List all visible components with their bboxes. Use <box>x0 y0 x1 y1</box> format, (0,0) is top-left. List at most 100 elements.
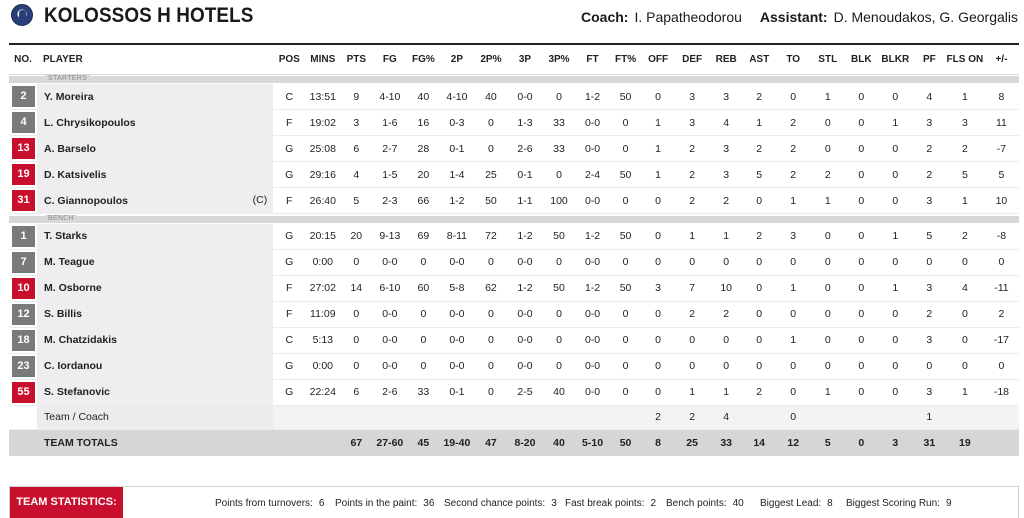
column-header[interactable]: 2P <box>439 45 475 75</box>
stat-cell: 2 <box>912 301 946 328</box>
player-row[interactable]: 10 M. Osborne F 27:02 14 6-10 60 5-8 62 1-2 50 1-2 5… <box>9 275 1019 302</box>
column-header[interactable]: FT% <box>609 45 642 75</box>
column-header[interactable]: BLKR <box>877 45 913 75</box>
column-header[interactable]: FLS ON <box>945 45 984 75</box>
stat-cell: 0-0 <box>575 327 610 354</box>
player-row[interactable]: 4 L. Chrysikopoulos F 19:02 3 1-6 16 0-3 0 1-3 33 0… <box>9 109 1019 136</box>
player-name-text[interactable]: T. Starks <box>44 230 88 242</box>
stat-cell: 27-60 <box>372 429 408 456</box>
assistant-names: D. Menoudakos, G. Georgalis <box>833 9 1018 25</box>
player-name-text[interactable]: C. Giannopoulos <box>44 194 129 207</box>
player-row[interactable]: 18 M. Chatzidakis C 5:13 0 0-0 0 0-0 0 0-0 0 0-0 0 0 0… <box>9 327 1019 354</box>
column-header[interactable]: BLK <box>844 45 878 75</box>
team-stat-item: Second chance points: 3 <box>444 498 557 509</box>
player-row[interactable]: 13 A. Barselo G 25:08 6 2-7 28 0-1 0 2-6 33 0-0 0 1 2 3… <box>9 135 1019 162</box>
column-header[interactable]: PTS <box>340 45 373 75</box>
column-header[interactable]: STL <box>810 45 845 75</box>
player-row[interactable]: 7 M. Teague G 0:00 0 0-0 0 0-0 0 0-0 0 0-0 0 0 0 0 0 0 0 0 0… <box>9 249 1019 276</box>
stat-cell: 1-6 <box>372 109 408 136</box>
player-name-text[interactable]: A. Barselo <box>44 142 96 155</box>
column-header[interactable]: FT <box>575 45 610 75</box>
stat-cell: 40 <box>542 429 576 456</box>
stat-cell: 0 <box>912 249 946 276</box>
team-stat-value: 2 <box>650 498 657 509</box>
section-divider-starters: STARTERS <box>9 74 1019 84</box>
player-name[interactable]: S. Billis <box>37 301 274 328</box>
team-stat-item: Biggest Lead: 8 <box>760 498 833 509</box>
stat-cell: 72 <box>474 223 508 250</box>
stat-cell: 1 <box>775 275 811 302</box>
column-header[interactable]: DEF <box>674 45 710 75</box>
stat-cell: 3 <box>709 84 743 110</box>
stat-cell: 0-0 <box>372 301 408 328</box>
column-header[interactable]: PLAYER <box>37 45 274 75</box>
stat-cell: 0 <box>912 353 946 380</box>
player-name-text[interactable]: M. Chatzidakis <box>44 334 117 346</box>
player-name-text[interactable]: L. Chrysikopoulos <box>44 116 136 129</box>
stat-cell: 0-0 <box>507 249 543 276</box>
column-header[interactable]: +/- <box>983 45 1019 75</box>
stat-cell: 69 <box>407 223 440 250</box>
stat-cell: 0 <box>945 301 984 328</box>
stat-cell <box>844 405 878 430</box>
stat-cell: 2 <box>775 161 811 188</box>
player-name[interactable]: C. Iordanou <box>37 353 274 380</box>
stat-cell <box>983 429 1019 456</box>
player-name[interactable]: Y. Moreira <box>37 84 274 110</box>
player-name[interactable]: S. Stefanovic <box>37 379 274 406</box>
player-row[interactable]: 12 S. Billis F 11:09 0 0-0 0 0-0 0 0-0 0 0-0 0 0 2 2 0 0 0… <box>9 301 1019 328</box>
player-name-text[interactable]: M. Osborne <box>44 282 102 294</box>
player-name[interactable]: C. Giannopoulos (C) <box>37 187 274 214</box>
jersey-number: 55 <box>12 381 35 403</box>
stat-cell <box>609 405 642 430</box>
column-header[interactable]: 3P <box>507 45 543 75</box>
stat-cell: 0-0 <box>507 301 543 328</box>
player-row[interactable]: 31 C. Giannopoulos (C) F 26:40 5 2-3 66 1-2 50 1-1… <box>9 187 1019 214</box>
stat-cell: 0 <box>844 275 878 302</box>
stat-cell: 2-6 <box>507 135 543 162</box>
player-name-text[interactable]: C. Iordanou <box>44 360 103 372</box>
stat-cell: 40 <box>407 84 440 110</box>
player-name[interactable]: T. Starks <box>37 223 274 250</box>
player-name[interactable]: A. Barselo <box>37 135 274 162</box>
column-header[interactable]: 2P% <box>474 45 508 75</box>
player-name-text[interactable]: Y. Moreira <box>44 90 94 103</box>
stat-cell: 20:15 <box>305 223 341 250</box>
player-name-text[interactable]: S. Billis <box>44 308 82 320</box>
column-header[interactable]: 3P% <box>542 45 576 75</box>
player-name-text[interactable]: S. Stefanovic <box>44 386 110 398</box>
player-row[interactable]: 1 T. Starks G 20:15 20 9-13 69 8-11 72 1-2 50 1-2 50… <box>9 223 1019 250</box>
player-name[interactable]: L. Chrysikopoulos <box>37 109 274 136</box>
stat-cell: 0 <box>844 353 878 380</box>
stat-cell: 0-0 <box>372 353 408 380</box>
stat-cell: 8 <box>983 84 1019 110</box>
stat-cell: 20 <box>340 223 373 250</box>
column-header[interactable]: MINS <box>305 45 341 75</box>
player-name[interactable]: D. Katsivelis <box>37 161 274 188</box>
stat-cell: 0 <box>775 301 811 328</box>
column-header[interactable]: POS <box>273 45 306 75</box>
column-header[interactable]: NO. <box>9 45 38 75</box>
stat-cell: 0 <box>674 353 710 380</box>
player-name-text[interactable]: M. Teague <box>44 256 95 268</box>
column-header[interactable]: TO <box>775 45 811 75</box>
stat-cell: 1-2 <box>439 187 475 214</box>
player-name[interactable]: M. Teague <box>37 249 274 276</box>
player-row[interactable]: 23 C. Iordanou G 0:00 0 0-0 0 0-0 0 0-0 0 0-0 0 0 0 0 0 0… <box>9 353 1019 380</box>
stat-cell: 2 <box>709 187 743 214</box>
column-header[interactable]: FG% <box>407 45 440 75</box>
player-name[interactable]: M. Chatzidakis <box>37 327 274 354</box>
column-header[interactable]: REB <box>709 45 743 75</box>
column-header[interactable]: PF <box>912 45 946 75</box>
stat-cell: 0 <box>742 187 776 214</box>
player-name[interactable]: M. Osborne <box>37 275 274 302</box>
stat-cell: 9-13 <box>372 223 408 250</box>
player-row[interactable]: 2 Y. Moreira C 13:51 9 4-10 40 4-10 40 0-0 0 1-2 50 0… <box>9 84 1019 110</box>
column-header[interactable]: OFF <box>641 45 675 75</box>
column-header[interactable]: FG <box>372 45 408 75</box>
player-row[interactable]: 55 S. Stefanovic G 22:24 6 2-6 33 0-1 0 2-5 40 0-0 0… <box>9 379 1019 406</box>
stat-cell: 1 <box>945 84 984 110</box>
player-name-text[interactable]: D. Katsivelis <box>44 168 107 181</box>
column-header[interactable]: AST <box>742 45 776 75</box>
player-row[interactable]: 19 D. Katsivelis G 29:16 4 1-5 20 1-4 25 0-1 0 2-4 5… <box>9 161 1019 188</box>
